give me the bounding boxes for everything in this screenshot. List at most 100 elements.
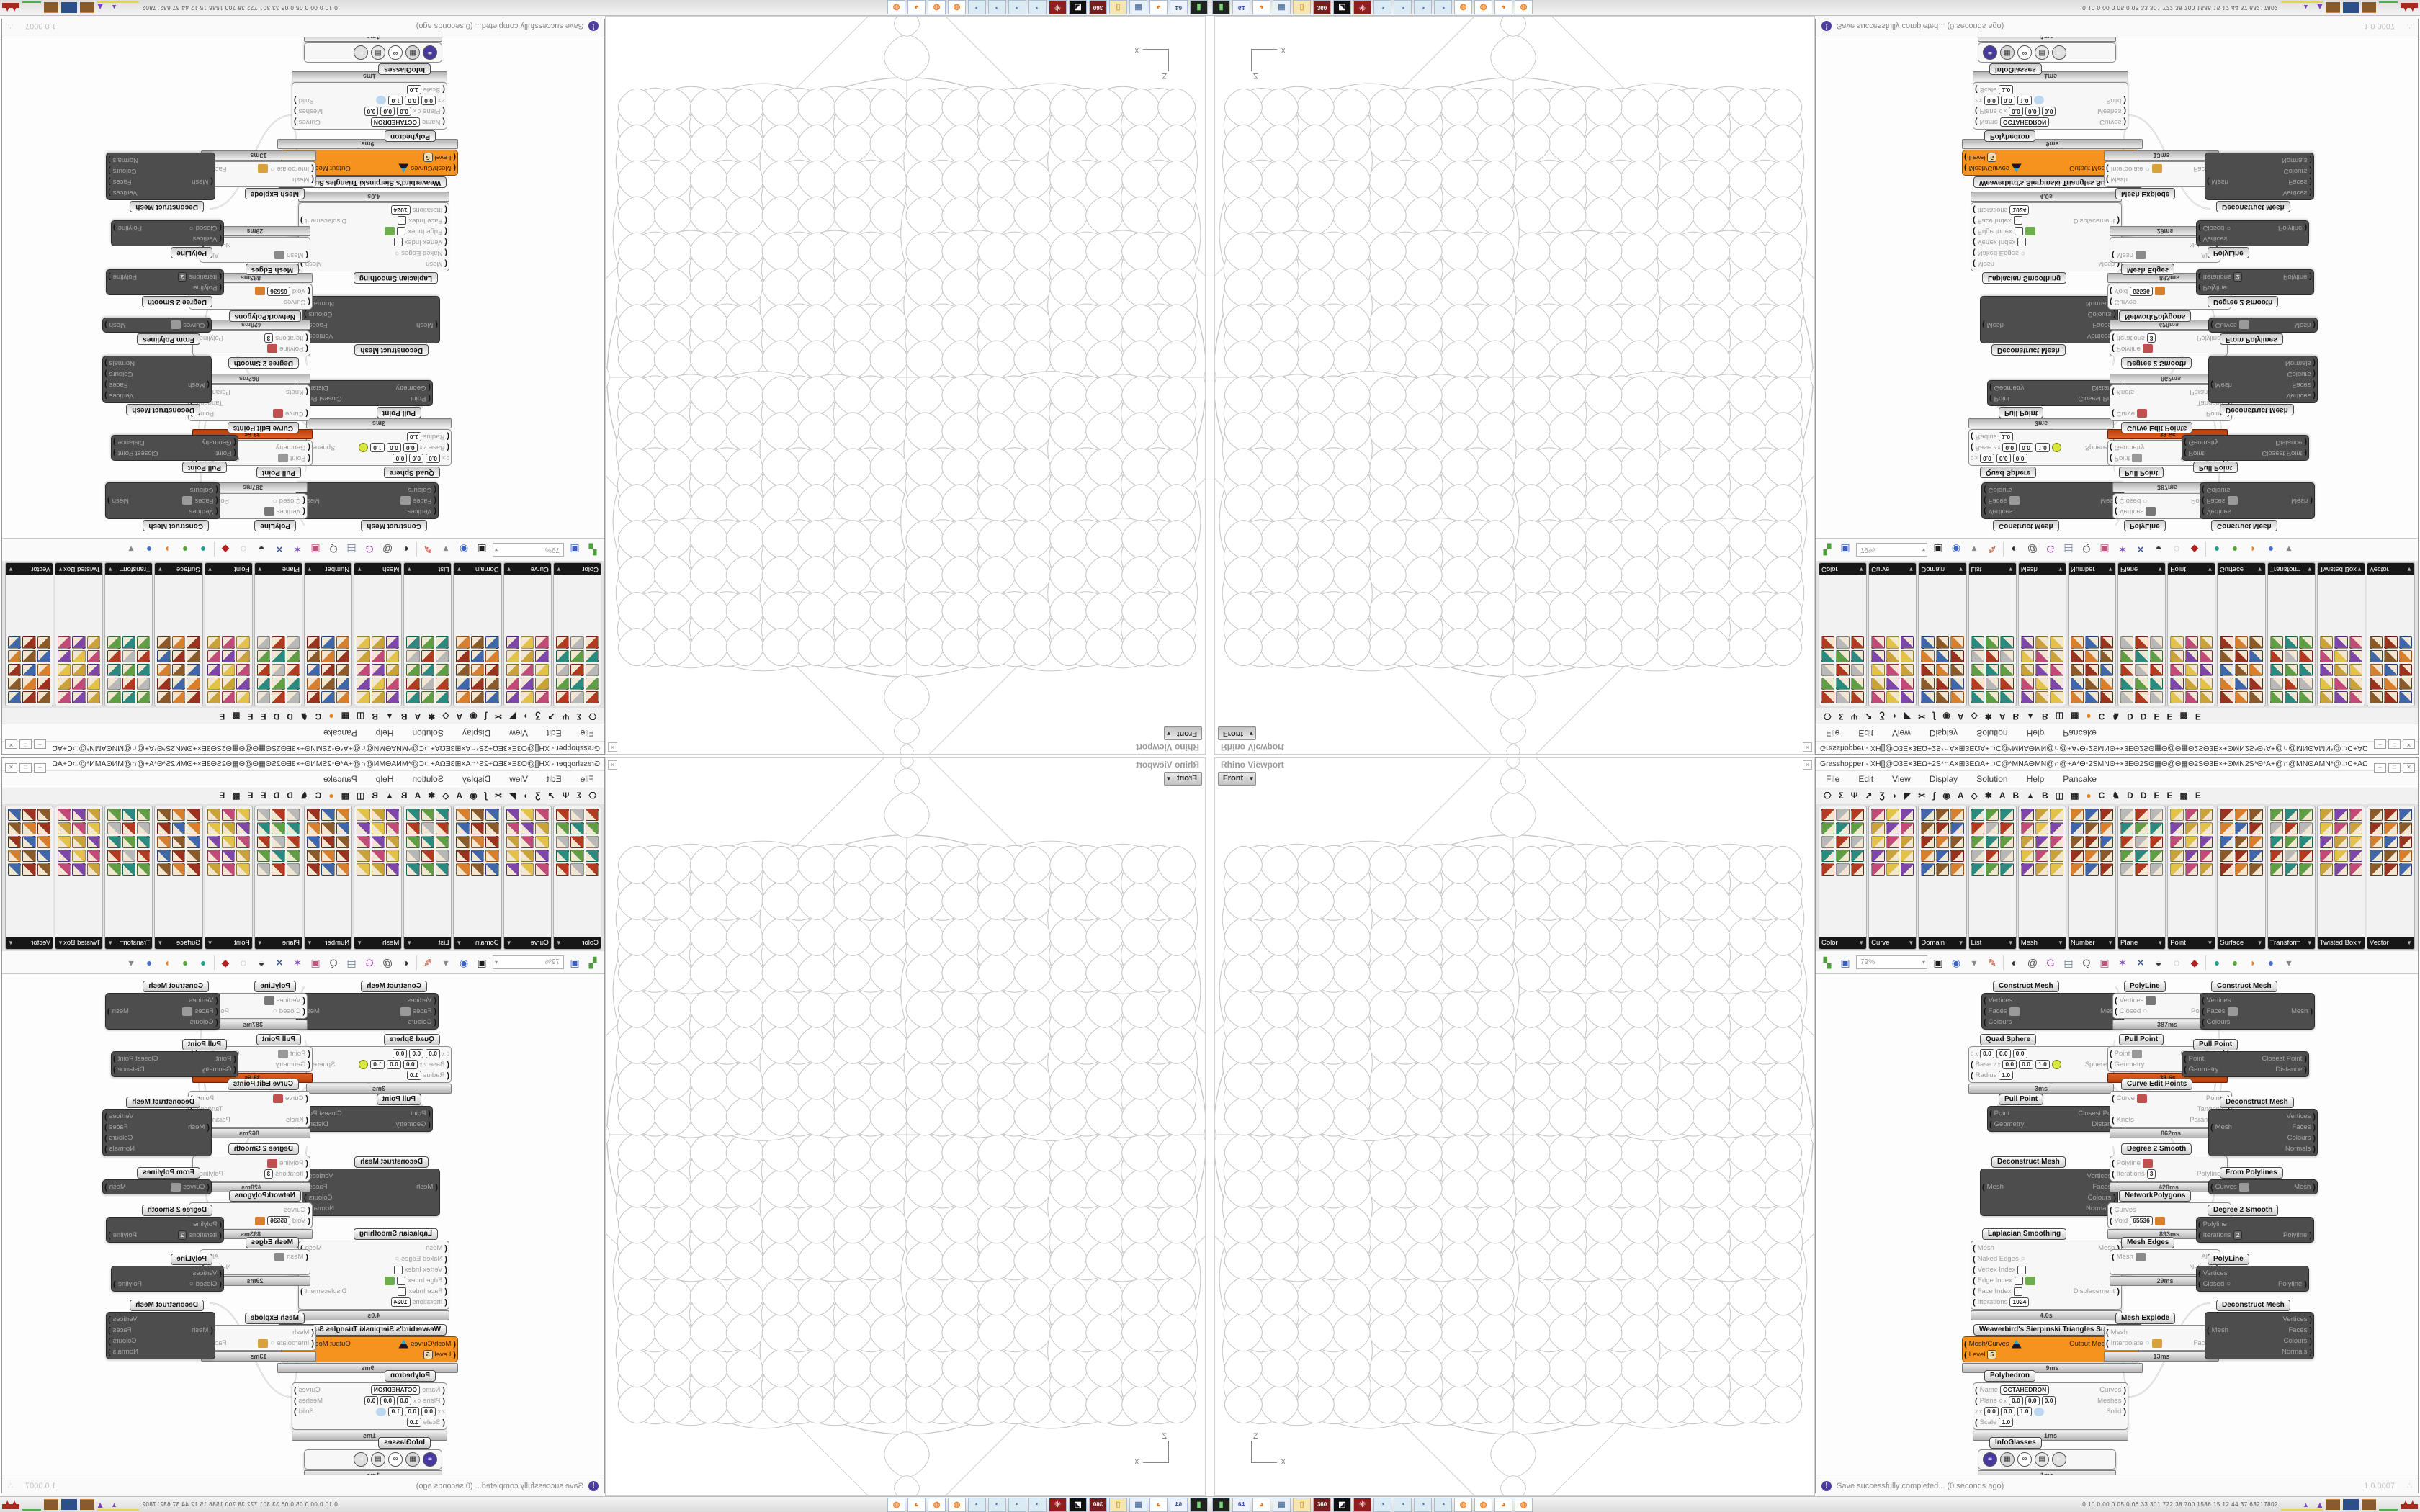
menu-pancake[interactable]: Pancake	[323, 728, 357, 738]
component-icon[interactable]	[2170, 836, 2184, 848]
component-icon[interactable]	[2319, 664, 2334, 676]
preview-shaded-icon[interactable]: ◗	[2249, 544, 2257, 556]
output-pin[interactable]: )	[2123, 107, 2126, 116]
component-icon[interactable]	[207, 636, 221, 649]
component-icon[interactable]	[321, 850, 335, 862]
palette-group-header[interactable]: Color ▼	[553, 937, 601, 949]
component-icon[interactable]	[456, 650, 470, 662]
camera-icon[interactable]: ◒	[2155, 956, 2162, 968]
component-icon[interactable]	[272, 678, 285, 690]
output-pin[interactable]: )	[108, 1347, 111, 1356]
menu-help[interactable]: Help	[375, 728, 394, 738]
value-field[interactable]: 1024	[390, 1297, 411, 1307]
palette-tab-icon[interactable]: ▦	[341, 711, 349, 721]
component-icon[interactable]	[2199, 650, 2213, 662]
component-icon[interactable]	[2369, 678, 2383, 690]
input-pin[interactable]: (	[428, 1109, 431, 1118]
input-pin[interactable]: (	[434, 1007, 436, 1016]
component-icon[interactable]	[58, 691, 71, 703]
component-icon[interactable]	[2099, 636, 2114, 649]
node-body[interactable]: (Vertices(Closed○Polyline)	[2196, 1266, 2309, 1292]
taskbar-calculator-icon[interactable]: ▦	[1129, 0, 1147, 15]
component-icon[interactable]	[256, 650, 271, 662]
component-icon[interactable]	[1821, 691, 1835, 703]
output-pin[interactable]: )	[2310, 496, 2313, 505]
input-pin[interactable]: (	[207, 380, 210, 390]
preview-more-icon[interactable]: ▾	[2286, 956, 2292, 968]
output-pin[interactable]: )	[2309, 188, 2312, 197]
component-icon[interactable]	[2020, 664, 2035, 676]
preview-shaded-icon[interactable]: ◗	[163, 956, 171, 968]
output-pin[interactable]: )	[2304, 438, 2307, 447]
component-icon[interactable]	[1886, 822, 1899, 834]
component-icon[interactable]	[2184, 863, 2198, 876]
output-pin[interactable]: )	[108, 166, 111, 176]
component-icon[interactable]	[1985, 809, 1999, 821]
component-icon[interactable]	[336, 836, 350, 848]
component-icon[interactable]	[86, 863, 101, 876]
component-icon[interactable]	[22, 809, 36, 821]
finder-icon[interactable]: Q	[329, 544, 338, 556]
output-pin[interactable]: )	[2313, 1112, 2316, 1121]
output-pin[interactable]: )	[104, 1133, 107, 1143]
node-body[interactable]: (Curves Mesh)	[102, 318, 212, 333]
component-icon[interactable]	[1985, 822, 1999, 834]
component-icon[interactable]	[306, 863, 321, 876]
component-icon[interactable]	[2070, 650, 2084, 662]
component-icon[interactable]	[555, 636, 570, 649]
component-icon[interactable]	[1935, 809, 1950, 821]
palette-tab-icon[interactable]: ◗	[522, 791, 529, 801]
value-field[interactable]: 1.0	[1999, 1418, 2014, 1427]
node-body[interactable]: (Mesh(Interpolate○Faces)	[2104, 161, 2219, 187]
menu-view[interactable]: View	[1892, 728, 1911, 738]
output-pin[interactable]: )	[2313, 320, 2316, 330]
component-icon[interactable]	[2249, 664, 2263, 676]
component-icon[interactable]	[2099, 863, 2114, 876]
component-icon[interactable]	[485, 836, 499, 848]
component-icon[interactable]	[2319, 636, 2334, 649]
node-infoglasses[interactable]: InfoGlasses ≡ ▦ ∞ ▤ ► 1ms	[304, 1435, 442, 1475]
component-icon[interactable]	[2220, 809, 2233, 821]
component-icon[interactable]	[207, 650, 221, 662]
chevron-down-icon[interactable]: ▼	[2257, 940, 2263, 946]
component-icon[interactable]	[58, 664, 71, 676]
component-icon[interactable]	[1900, 836, 1914, 848]
component-icon[interactable]	[470, 836, 485, 848]
value-field[interactable]: 0.0	[403, 1060, 418, 1069]
chevron-down-icon[interactable]: ▼	[2257, 566, 2263, 572]
component-icon[interactable]	[1935, 850, 1950, 862]
component-icon[interactable]	[521, 836, 534, 848]
component-icon[interactable]	[1871, 836, 1885, 848]
component-icon[interactable]	[1921, 822, 1935, 834]
menu-edit[interactable]: Edit	[1858, 728, 1874, 738]
value-field[interactable]: 0.0	[2012, 1049, 2027, 1058]
palette-group-header[interactable]: Domain ▼	[454, 563, 501, 575]
preview-shaded-icon[interactable]: ◗	[163, 544, 171, 556]
component-icon[interactable]	[1921, 650, 1935, 662]
node-degree-2-smooth[interactable]: Degree 2 Smooth(Polyline(Iterations 2 Poly…	[2196, 1202, 2314, 1243]
palette-group-header[interactable]: Color ▼	[553, 563, 601, 575]
output-pin[interactable]: )	[108, 177, 111, 186]
input-pin[interactable]: (	[1964, 163, 1967, 173]
component-icon[interactable]	[2050, 650, 2063, 662]
input-pin[interactable]: (	[305, 333, 308, 343]
component-icon[interactable]	[207, 822, 221, 834]
component-icon[interactable]	[256, 822, 271, 834]
component-icon[interactable]	[272, 850, 285, 862]
palette-group-header[interactable]: Surface ▼	[155, 563, 202, 575]
component-icon[interactable]	[585, 678, 599, 690]
component-icon[interactable]	[535, 678, 549, 690]
component-icon[interactable]	[22, 863, 36, 876]
input-pin[interactable]: (	[1975, 1385, 1978, 1395]
component-icon[interactable]	[421, 850, 435, 862]
component-icon[interactable]	[1886, 836, 1899, 848]
taskbar-media-icon[interactable]: 360	[1089, 0, 1107, 15]
input-pin[interactable]: (	[215, 1007, 218, 1016]
component-icon[interactable]	[506, 664, 520, 676]
input-pin[interactable]: (	[2115, 507, 2118, 516]
checkbox[interactable]	[398, 1287, 407, 1296]
chevron-down-icon[interactable]: ▼	[1858, 940, 1865, 946]
palette-group-header[interactable]: Twisted Box ▼	[55, 563, 103, 575]
